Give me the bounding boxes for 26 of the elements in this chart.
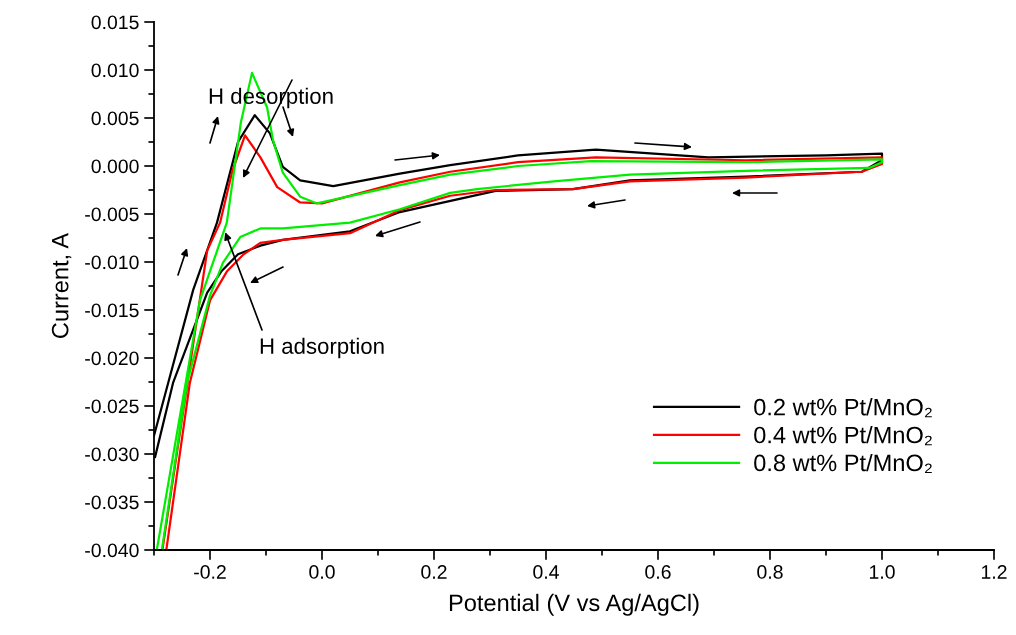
- y-tick-label: -0.010: [85, 255, 139, 270]
- x-tick-label: 1.2: [981, 565, 1007, 579]
- x-tick-label: 1.0: [869, 565, 895, 579]
- legend-label: 0.8 wt% Pt/MnO₂: [754, 453, 932, 474]
- annotation: H adsorption: [260, 337, 384, 359]
- y-tick-label: 0.015: [91, 15, 139, 30]
- y-tick-label: -0.035: [85, 495, 139, 510]
- y-tick-label: -0.005: [85, 207, 139, 222]
- y-tick-label: 0.005: [91, 111, 139, 126]
- y-tick-label: -0.020: [85, 351, 139, 366]
- y-axis-title: Current, A: [51, 232, 72, 338]
- y-tick-label: 0.000: [91, 159, 139, 174]
- x-tick-label: 0.8: [757, 565, 783, 579]
- y-tick-label: -0.015: [85, 303, 139, 318]
- x-tick-label: 0.6: [645, 565, 671, 579]
- legend-label: 0.4 wt% Pt/MnO₂: [754, 426, 932, 446]
- legend-label: 0.2 wt% Pt/MnO₂: [754, 398, 932, 418]
- y-tick-label: -0.030: [85, 447, 139, 462]
- x-tick-label: -0.2: [194, 565, 226, 579]
- x-tick-label: 0.0: [309, 565, 335, 579]
- y-tick-label: -0.040: [85, 543, 139, 558]
- y-tick-label: 0.010: [91, 63, 139, 78]
- x-tick-label: 0.4: [533, 565, 559, 579]
- y-tick-label: -0.025: [85, 399, 139, 414]
- x-axis-title: Potential (V vs Ag/AgCl): [449, 593, 699, 616]
- x-tick-label: 0.2: [421, 565, 447, 579]
